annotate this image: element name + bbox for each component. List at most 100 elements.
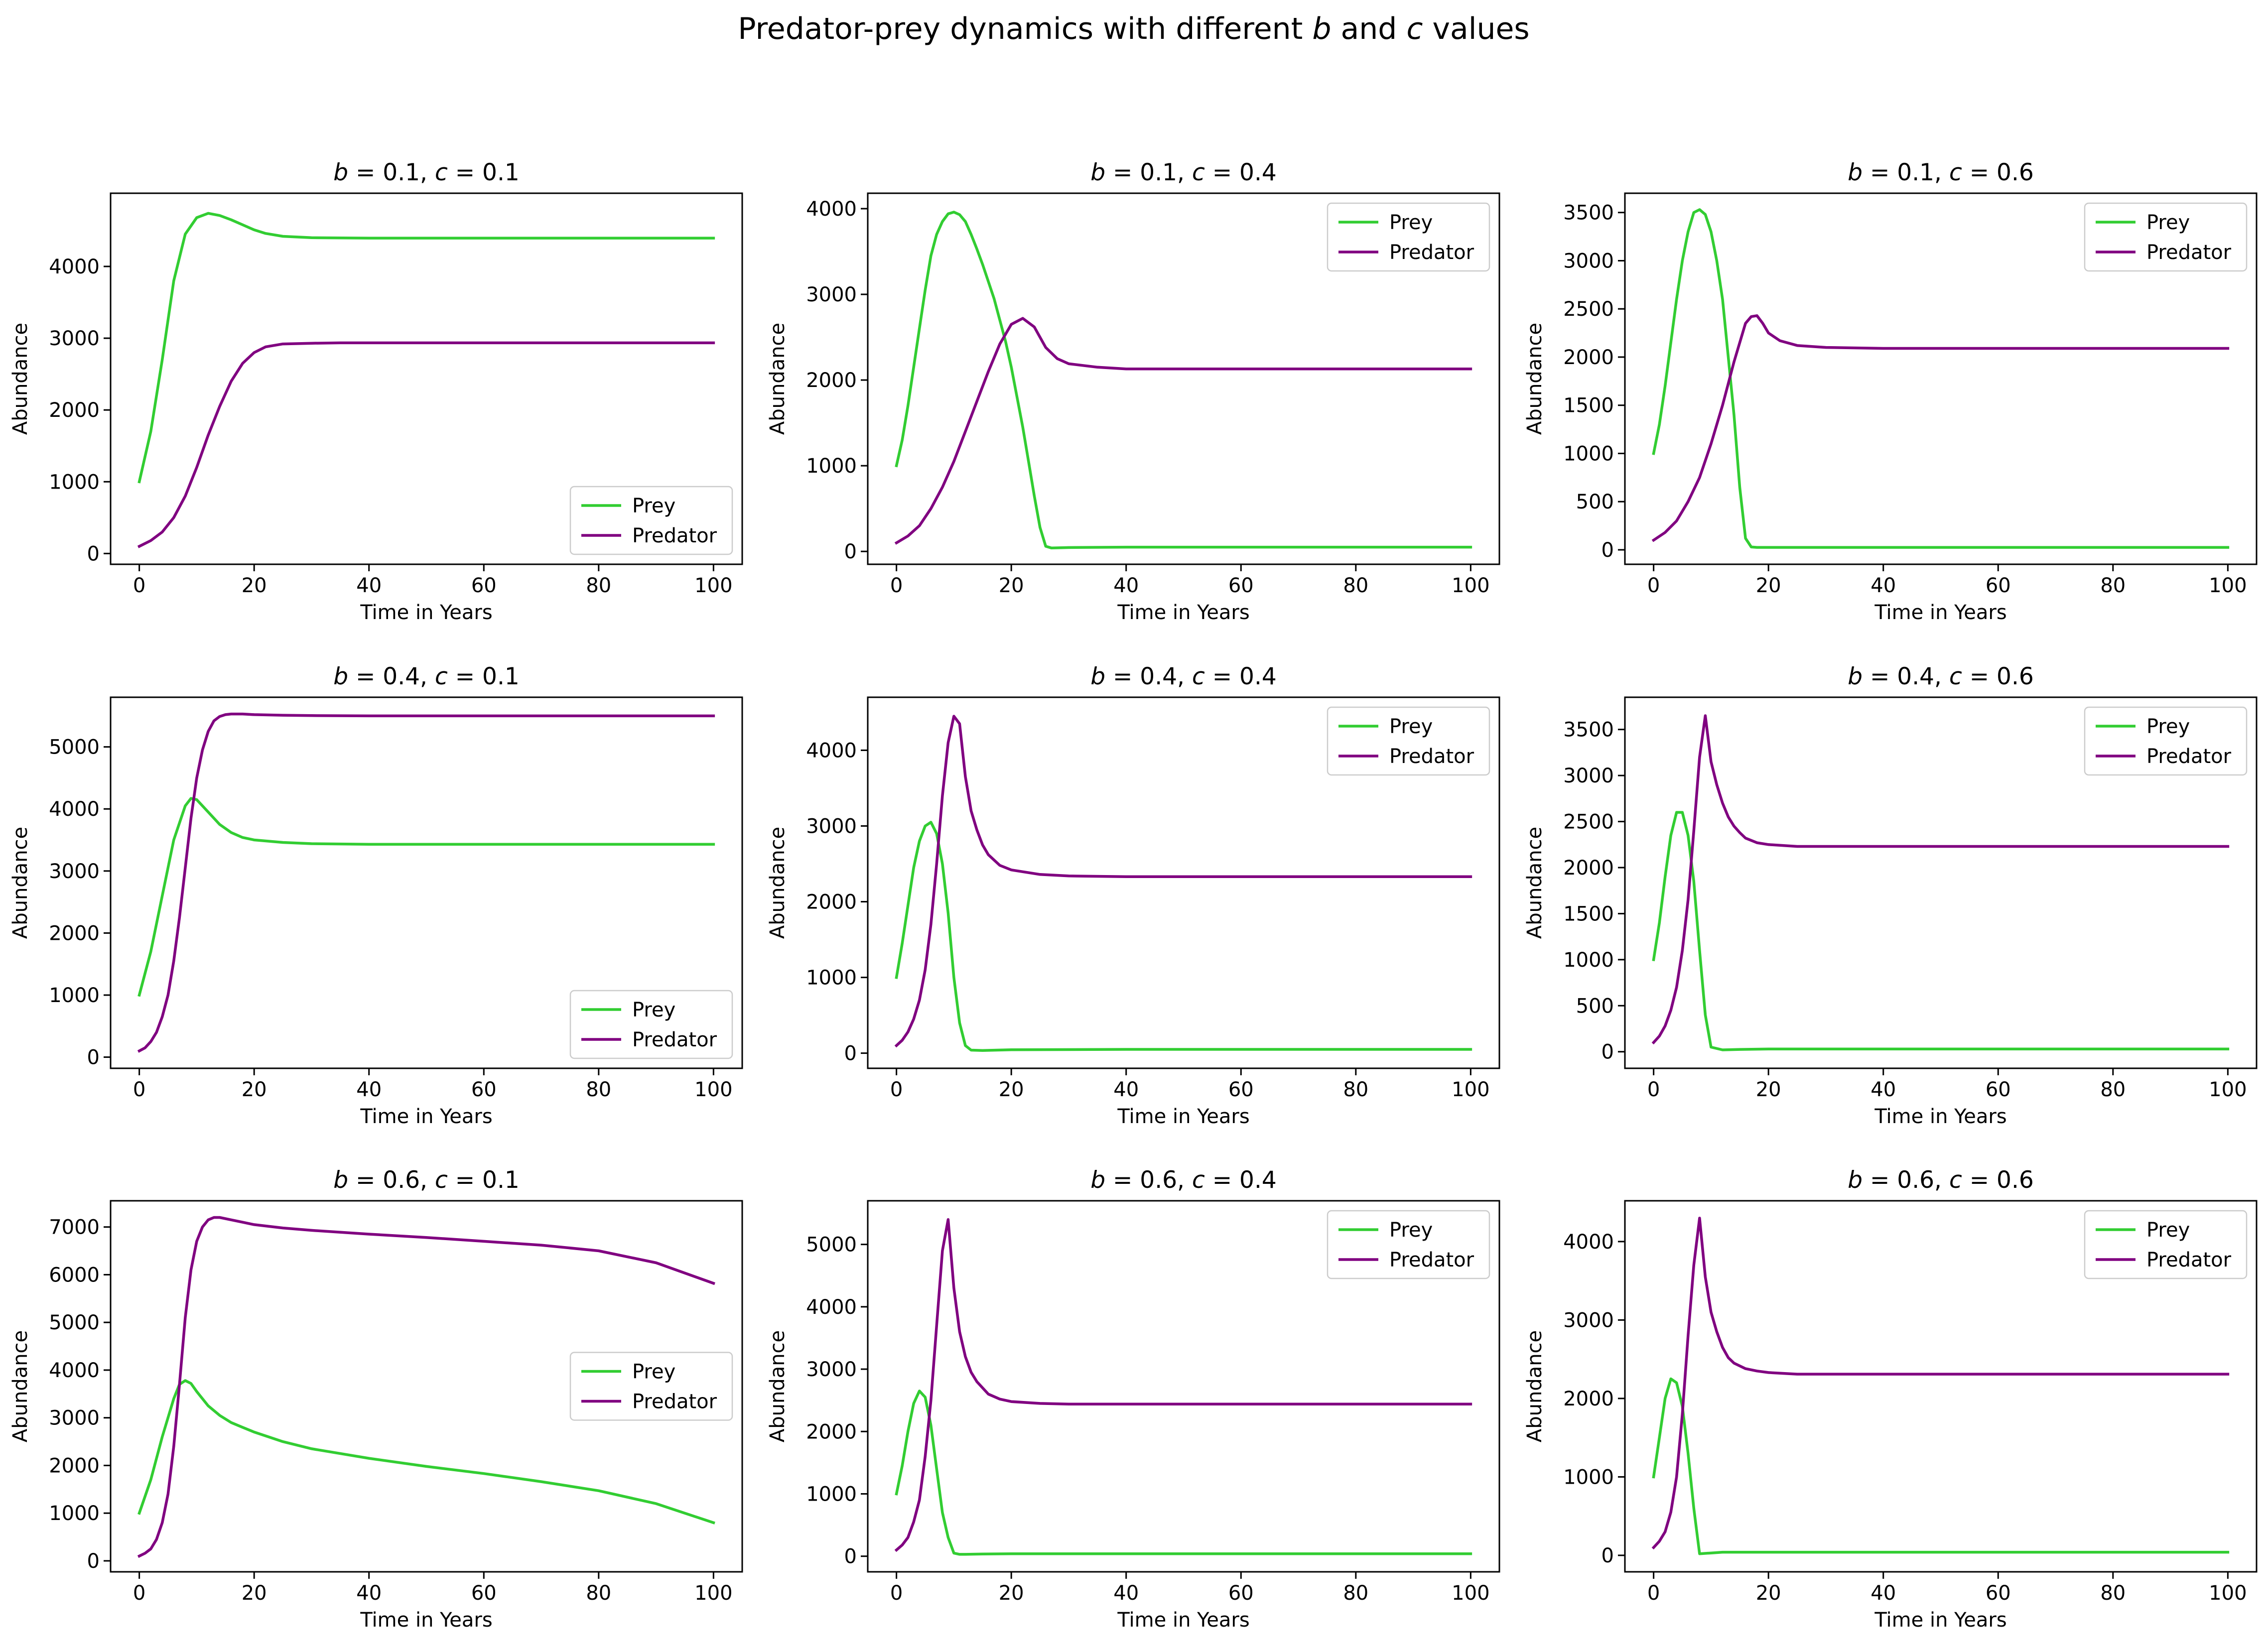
x-axis-label: Time in Years	[360, 1105, 492, 1128]
series-line-prey	[895, 821, 1472, 1052]
x-tick-label: 80	[2100, 1582, 2126, 1605]
y-axis-label: Abundance	[766, 1330, 789, 1442]
plot-area	[1651, 714, 2230, 1051]
y-tick-label: 2000	[806, 369, 857, 392]
plot-area	[894, 715, 1472, 1052]
y-tick-label: 3000	[806, 815, 857, 838]
y-tick-label: 5000	[49, 736, 100, 759]
legend-frame	[1327, 1210, 1490, 1279]
y-tick-label: 2000	[1563, 1388, 1614, 1410]
plot-area	[1651, 1216, 2230, 1555]
subplot-1: b = 0.1, c = 0.10 20 40 60 80 100010002000300…	[9, 159, 743, 624]
y-tick-label: 2500	[1563, 811, 1614, 834]
axes-frame	[110, 696, 743, 1069]
subplot-title: b = 0.6, c = 0.1	[333, 1166, 520, 1194]
x-tick-label: 80	[1343, 1078, 1368, 1101]
series-line-prey	[137, 797, 715, 997]
x-tick-label: 40	[1870, 1582, 1896, 1605]
series-line-predator	[137, 341, 715, 548]
x-tick-label: 80	[586, 1078, 611, 1101]
legend-frame	[569, 990, 733, 1059]
legend-label-prey: Prey	[632, 495, 675, 517]
plot-area	[894, 1218, 1472, 1556]
legend-label-predator: Predator	[2146, 241, 2232, 264]
legend-label-prey: Prey	[2146, 211, 2190, 234]
subplot-title: b = 0.4, c = 0.1	[333, 663, 520, 690]
subplot-2: b = 0.1, c = 0.40 20 40 60 80 100010002000300…	[766, 159, 1500, 624]
subplot-8: b = 0.6, c = 0.40 20 40 60 80 100010002000300…	[766, 1166, 1500, 1632]
x-tick-label: 100	[1452, 1078, 1489, 1101]
legend: Prey Predator	[2084, 1210, 2248, 1279]
y-tick-label: 1000	[49, 471, 100, 494]
series-line-predator	[894, 715, 1472, 1048]
series-line-prey	[137, 1379, 715, 1525]
axes-frame	[1624, 192, 2258, 565]
subplot-title: b = 0.1, c = 0.1	[333, 159, 520, 186]
series-line-prey	[1652, 1377, 2230, 1555]
legend-label-prey: Prey	[2146, 1219, 2190, 1242]
y-tick-label: 2000	[49, 399, 100, 422]
plot-area	[137, 712, 715, 1053]
y-tick-label: 4000	[806, 1296, 857, 1319]
y-tick-label: 3000	[806, 283, 857, 306]
x-tick-label: 40	[1113, 1078, 1139, 1101]
y-tick-label: 3500	[1563, 202, 1614, 225]
x-tick-label: 40	[1113, 574, 1139, 597]
y-axis-label: Abundance	[1523, 827, 1546, 939]
y-tick-label: 1500	[1563, 902, 1614, 925]
subplot-title: b = 0.6, c = 0.4	[1090, 1166, 1277, 1194]
series-line-predator	[1651, 714, 2230, 1045]
axes-frame	[1624, 696, 2258, 1069]
y-tick-label: 500	[1576, 491, 1614, 513]
x-tick-label: 100	[2209, 574, 2247, 597]
subplot-grid: b = 0.1, c = 0.10 20 40 60 80 100010002000300…	[9, 159, 2258, 1632]
y-tick-label: 2000	[49, 922, 100, 945]
y-tick-label: 2000	[1563, 857, 1614, 880]
y-axis-label: Abundance	[9, 323, 32, 435]
x-tick-label: 20	[999, 1582, 1024, 1605]
legend-label-predator: Predator	[1389, 745, 1474, 768]
y-tick-label: 0	[87, 542, 100, 565]
y-tick-label: 3000	[49, 860, 100, 883]
axes-frame	[867, 1200, 1500, 1573]
y-tick-label: 0	[844, 1042, 857, 1065]
legend-label-predator: Predator	[632, 1028, 717, 1051]
axes-frame	[867, 192, 1500, 565]
axes-frame	[867, 696, 1500, 1069]
x-tick-label: 40	[1870, 574, 1896, 597]
y-tick-label: 5000	[49, 1311, 100, 1334]
x-tick-label: 0	[1647, 1582, 1660, 1605]
x-tick-label: 100	[1452, 1582, 1489, 1605]
y-tick-label: 1000	[1563, 442, 1614, 465]
plot-area	[137, 1216, 715, 1558]
legend-frame	[569, 1352, 733, 1421]
y-tick-label: 4000	[1563, 1231, 1614, 1254]
y-tick-label: 2000	[49, 1454, 100, 1477]
x-tick-label: 40	[356, 1582, 382, 1605]
x-tick-label: 100	[694, 1078, 732, 1101]
legend: Prey Predator	[1327, 706, 1490, 776]
legend-frame	[569, 486, 733, 555]
x-tick-label: 60	[1986, 1078, 2011, 1101]
x-tick-label: 0	[1647, 1078, 1660, 1101]
y-tick-label: 0	[87, 1550, 100, 1573]
legend-label-prey: Prey	[2146, 715, 2190, 738]
x-tick-label: 40	[356, 574, 382, 597]
x-tick-label: 60	[1986, 574, 2011, 597]
x-tick-label: 80	[2100, 574, 2126, 597]
x-tick-label: 0	[890, 1582, 903, 1605]
x-tick-label: 0	[133, 1582, 145, 1605]
legend-frame	[1327, 706, 1490, 776]
x-axis-label: Time in Years	[1117, 601, 1249, 624]
x-tick-label: 80	[1343, 574, 1368, 597]
series-line-predator	[1651, 314, 2230, 542]
y-tick-label: 5000	[806, 1234, 857, 1257]
x-tick-label: 0	[133, 1078, 145, 1101]
plot-area	[1651, 208, 2230, 549]
y-tick-label: 1000	[1563, 1466, 1614, 1489]
series-line-prey	[895, 211, 1472, 550]
x-tick-label: 60	[471, 1078, 497, 1101]
series-line-predator	[137, 1216, 715, 1558]
legend: Prey Predator	[569, 486, 733, 555]
x-tick-label: 40	[356, 1078, 382, 1101]
